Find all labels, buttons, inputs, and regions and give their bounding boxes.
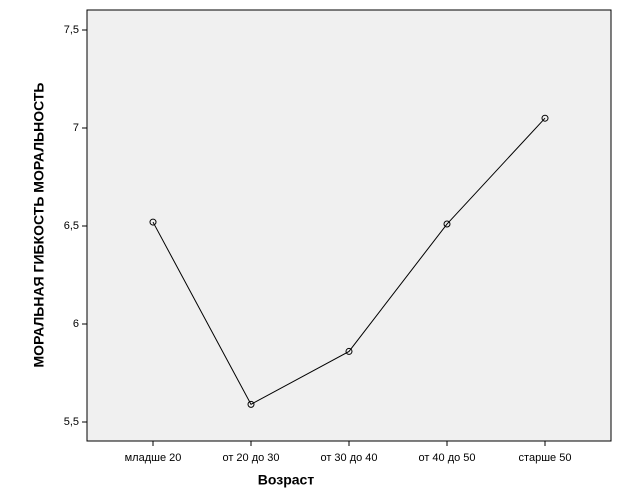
x-axis-label: Возраст [258, 472, 315, 488]
point [345, 347, 353, 355]
point [149, 218, 157, 226]
y-tick-label: 5,5 [64, 416, 79, 428]
y-tick-label: 7,5 [64, 24, 79, 36]
y-tick-label: 6,5 [64, 220, 79, 232]
x-tick-label: от 40 до 50 [418, 452, 475, 464]
x-tick-label: от 20 до 30 [222, 452, 279, 464]
y-axis-label: МОРАЛЬНАЯ ГИБКОСТЬ МОРАЛЬНОСТЬ [31, 83, 47, 368]
y-tick-label: 6 [73, 318, 79, 330]
line [152, 117, 546, 406]
x-tick-label: от 30 до 40 [320, 452, 377, 464]
point [247, 400, 255, 408]
point [541, 114, 549, 122]
x-tick-label: младше 20 [125, 452, 182, 464]
plot-area [86, 9, 612, 442]
y-tick-label: 7 [73, 122, 79, 134]
x-tick-label: старше 50 [519, 452, 572, 464]
point [443, 220, 451, 228]
